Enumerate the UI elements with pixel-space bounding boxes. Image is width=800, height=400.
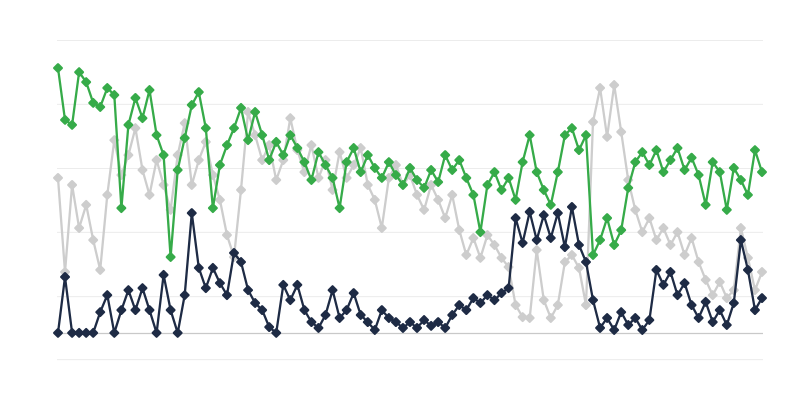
series-gray	[53, 80, 767, 323]
series-green-markers	[53, 63, 767, 262]
series-green-line	[56, 67, 764, 259]
series-layer	[53, 63, 767, 338]
series-green	[53, 63, 767, 262]
series-navy-markers	[53, 202, 767, 338]
gridlines	[57, 40, 763, 361]
series-navy	[53, 202, 767, 338]
series-gray-markers	[53, 80, 767, 323]
